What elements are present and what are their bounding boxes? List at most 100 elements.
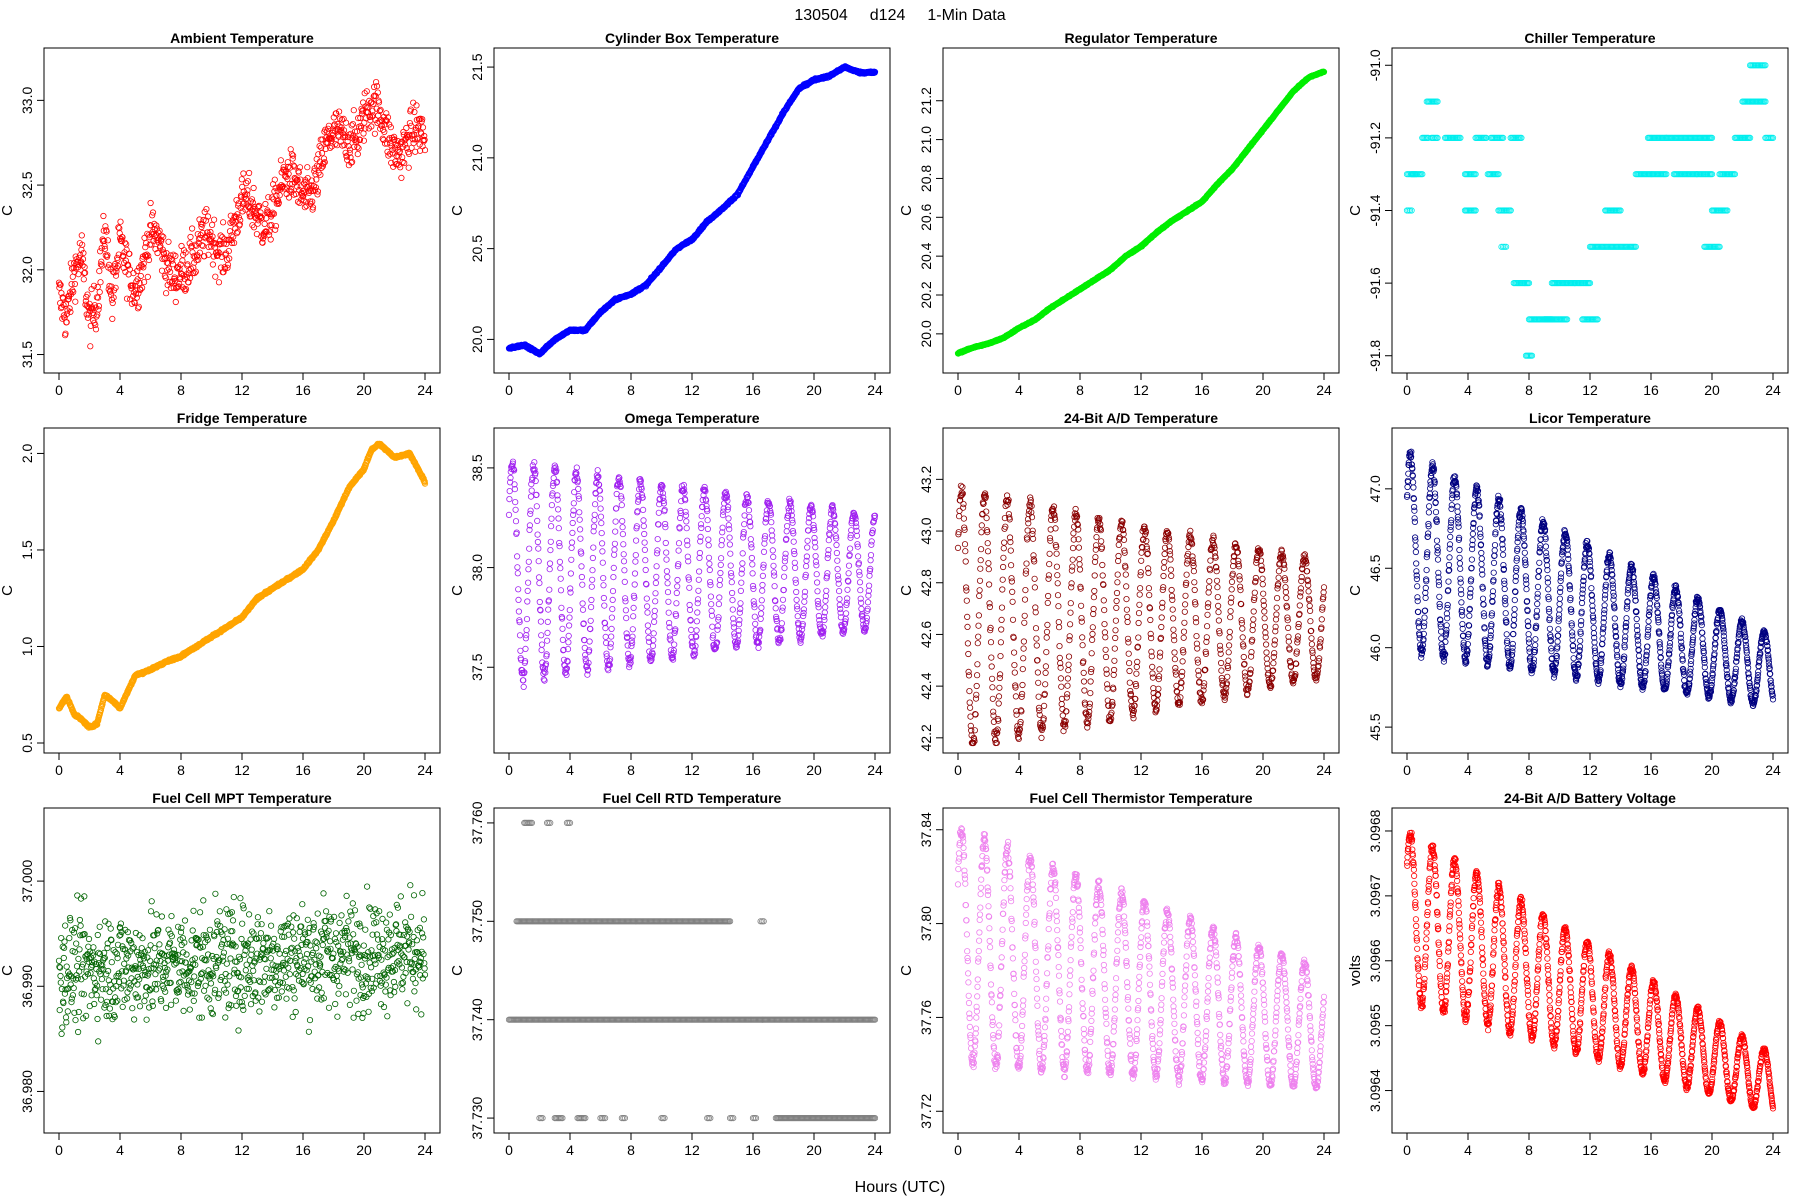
- x-tick-label: 16: [295, 762, 311, 778]
- data-point: [217, 232, 224, 239]
- data-point: [99, 262, 106, 269]
- data-point: [275, 199, 282, 206]
- data-point: [297, 176, 304, 183]
- data-point: [58, 289, 65, 297]
- data-point: [130, 269, 137, 277]
- x-tick-label: 8: [1076, 382, 1084, 398]
- data-point: [136, 279, 143, 287]
- data-point: [233, 230, 240, 237]
- x-tick-label: 12: [1582, 382, 1598, 398]
- data-point: [372, 79, 380, 86]
- y-tick-label: 20.4: [918, 242, 934, 269]
- data-point: [348, 159, 355, 166]
- x-tick-label: 16: [1643, 382, 1659, 398]
- data-point: [224, 261, 232, 268]
- data-point: [160, 233, 167, 240]
- data-point: [215, 279, 223, 286]
- y-tick-label: 31.5: [19, 341, 35, 368]
- x-tick-label: 24: [417, 382, 433, 398]
- data-point: [301, 189, 308, 196]
- data-points: [55, 440, 429, 731]
- data-point: [94, 311, 101, 318]
- data-point: [68, 290, 75, 298]
- data-point: [318, 150, 326, 157]
- x-tick-label: 0: [55, 382, 63, 398]
- data-point: [374, 89, 381, 96]
- data-point: [247, 204, 254, 211]
- data-point: [171, 277, 179, 285]
- data-point: [196, 249, 203, 256]
- data-point: [354, 151, 361, 158]
- data-point: [291, 163, 298, 170]
- data-point: [356, 136, 363, 144]
- data-point: [199, 221, 206, 228]
- x-tick-label: 4: [1015, 382, 1023, 398]
- data-point: [325, 122, 332, 129]
- data-point: [262, 200, 269, 208]
- data-point: [70, 288, 77, 296]
- y-axis: 31.532.032.533.0: [19, 87, 44, 368]
- data-point: [365, 104, 372, 111]
- y-axis: 0.51.01.52.0: [19, 444, 44, 753]
- x-tick-label: 12: [234, 382, 250, 398]
- y-axis-label: C: [1347, 205, 1364, 216]
- data-point: [249, 199, 256, 206]
- data-point: [62, 330, 69, 337]
- data-point: [126, 266, 133, 273]
- data-point: [134, 305, 142, 312]
- data-point: [64, 307, 71, 314]
- data-point: [109, 299, 116, 307]
- data-point: [148, 241, 155, 248]
- data-point: [405, 164, 412, 171]
- data-point: [230, 233, 237, 240]
- data-point: [140, 260, 147, 267]
- y-tick-label: 2.0: [19, 444, 35, 464]
- data-point: [251, 203, 258, 210]
- y-tick-label: 20.5: [469, 235, 485, 262]
- data-point: [205, 243, 212, 251]
- data-point: [243, 180, 250, 187]
- y-tick-label: 32.0: [19, 256, 35, 283]
- data-point: [135, 303, 142, 310]
- data-point: [191, 269, 198, 277]
- data-point: [219, 234, 226, 241]
- data-point: [85, 303, 92, 311]
- panel-title: Cylinder Box Temperature: [605, 30, 779, 46]
- x-tick-label: 4: [566, 382, 574, 398]
- data-point: [134, 267, 141, 275]
- data-point: [185, 279, 192, 286]
- data-point: [254, 220, 261, 227]
- data-point: [66, 293, 73, 300]
- data-point: [354, 143, 361, 150]
- data-point: [304, 164, 311, 171]
- y-tick-label: -91.8: [1367, 340, 1383, 372]
- data-point: [348, 158, 356, 166]
- data-point: [180, 272, 187, 279]
- data-point: [118, 238, 125, 245]
- x-axis: 0 4 8 12 16 20 24: [55, 753, 433, 778]
- data-point: [90, 282, 98, 289]
- data-point: [218, 240, 225, 247]
- x-tick-label: 0: [505, 382, 513, 398]
- data-point: [97, 248, 104, 255]
- x-tick-label: 16: [295, 382, 311, 398]
- data-point: [79, 255, 87, 263]
- x-tick-label: 0: [55, 762, 63, 778]
- y-tick-label: 20.6: [918, 203, 934, 230]
- data-point: [223, 236, 230, 243]
- data-point: [80, 276, 87, 283]
- data-point: [322, 145, 329, 153]
- y-tick-label: 1.0: [19, 637, 35, 657]
- data-point: [314, 188, 321, 195]
- data-point: [307, 188, 315, 195]
- panel-title: Chiller Temperature: [1524, 30, 1655, 46]
- data-point: [232, 218, 239, 225]
- data-point: [361, 119, 368, 126]
- data-point: [342, 149, 349, 156]
- data-point: [123, 295, 131, 302]
- data-point: [250, 184, 257, 192]
- data-point: [348, 122, 355, 129]
- y-tick-label: 32.5: [19, 171, 35, 198]
